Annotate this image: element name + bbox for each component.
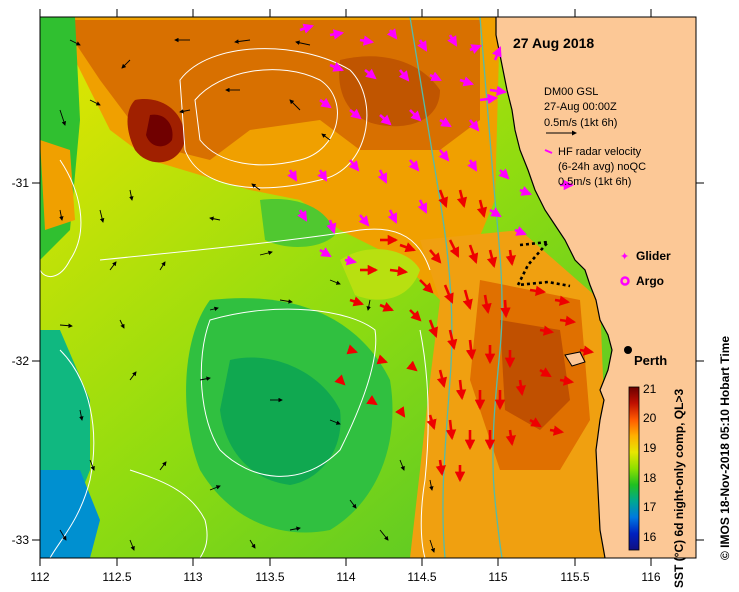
glider-legend-label: Glider: [636, 249, 671, 263]
x-tick-label: 112: [30, 570, 49, 584]
colorbar-title: SST (°C) 6d night-only comp, QL>3: [672, 389, 686, 588]
land-mass: [496, 17, 696, 558]
colorbar-tick-label: 17: [643, 500, 657, 514]
y-tick-label: -33: [12, 533, 30, 547]
radar-legend-title: HF radar velocity: [558, 146, 642, 158]
colorbar-tick-label: 21: [643, 382, 657, 396]
model-legend: DM00 GSL 27-Aug 00:00Z 0.5m/s (1kt 6h): [544, 86, 617, 129]
current-arrows: [334, 189, 595, 483]
sst-contours: [40, 48, 431, 558]
model-velocity-arrows: [59, 37, 435, 553]
y-tick-label: -32: [12, 354, 30, 368]
radar-legend-swatch: [544, 149, 553, 154]
x-tick-label: 113: [183, 570, 202, 584]
map-area: [40, 17, 696, 558]
colorbar-tick-label: 16: [643, 530, 657, 544]
x-tick-label: 113.5: [255, 570, 284, 584]
colorbar-ramp: [628, 386, 640, 551]
colorbar: 21 20 19 18 17 16 SST (°C) 6d night-only…: [628, 382, 686, 588]
radar-legend: HF radar velocity (6-24h avg) noQC 0.5m/…: [558, 146, 646, 188]
map-frame: [39, 16, 697, 559]
model-legend-time: 27-Aug 00:00Z: [544, 101, 617, 113]
x-axis-labels: 112 112.5 113 113.5 114 114.5 115 115.5 …: [30, 570, 660, 584]
x-tick-label: 115.5: [560, 570, 589, 584]
x-tick-label: 114: [336, 570, 355, 584]
axis-ticks: [32, 9, 704, 566]
island: [564, 351, 586, 367]
sst-patches: [40, 17, 610, 558]
x-tick-label: 112.5: [102, 570, 131, 584]
argo-legend-label: Argo: [636, 274, 664, 288]
date-title: 27 Aug 2018: [513, 35, 594, 51]
radar-legend-scale: 0.5m/s (1kt 6h): [558, 176, 631, 188]
glider-marker-icon: ✦: [620, 251, 629, 263]
y-tick-label: -31: [12, 176, 30, 190]
glider-track: [515, 240, 571, 288]
colorbar-tick-label: 20: [643, 411, 657, 425]
colorbar-tick-label: 19: [643, 441, 657, 455]
credit-text: © IMOS 18-Nov-2018 05:10 Hobart Time: [718, 336, 732, 560]
hf-radar-arrows: [287, 23, 575, 266]
coastline: [495, 17, 613, 558]
y-axis-labels: -31 -32 -33: [12, 176, 30, 547]
radar-legend-avg: (6-24h avg) noQC: [558, 161, 646, 173]
colorbar-tick-label: 18: [643, 471, 657, 485]
argo-marker-icon: [620, 276, 630, 286]
perth-marker: [624, 346, 632, 354]
perth-label: Perth: [634, 353, 667, 368]
platform-legend: ✦ Glider Argo: [620, 249, 671, 288]
x-tick-label: 115: [488, 570, 507, 584]
model-legend-title: DM00 GSL: [544, 86, 598, 98]
x-tick-label: 114.5: [407, 570, 436, 584]
x-tick-label: 116: [641, 570, 660, 584]
model-legend-scale: 0.5m/s (1kt 6h): [544, 117, 617, 129]
colorbar-tick-labels: 21 20 19 18 17 16: [643, 382, 657, 544]
